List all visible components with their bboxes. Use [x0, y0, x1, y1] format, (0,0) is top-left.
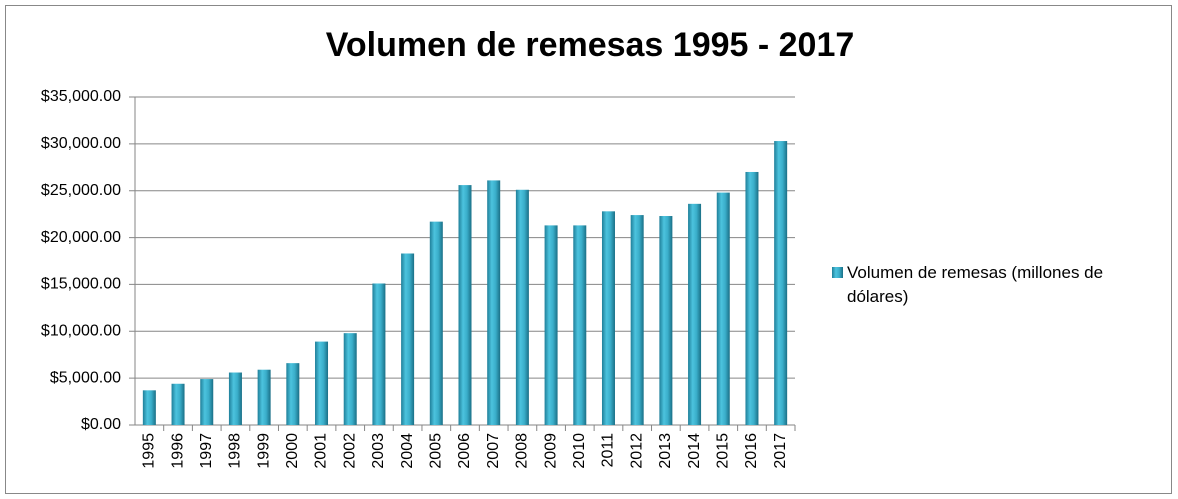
bar — [688, 203, 702, 425]
bar — [630, 215, 644, 425]
bar — [601, 211, 615, 425]
y-tick-label: $35,000.00 — [41, 88, 121, 105]
x-tick-label: 2010 — [571, 433, 588, 469]
chart-title: Volumen de remesas 1995 - 2017 — [326, 26, 855, 64]
x-tick-label: 2007 — [485, 433, 502, 469]
x-tick-label: 2008 — [514, 433, 531, 469]
x-tick-label: 1997 — [198, 433, 215, 469]
x-tick-label: 2006 — [456, 433, 473, 469]
x-tick-label: 2002 — [341, 433, 358, 469]
bar — [142, 390, 156, 425]
x-tick-label: 2011 — [600, 433, 617, 468]
x-tick-label: 2004 — [399, 433, 416, 469]
bar — [544, 225, 558, 425]
x-tick-label: 1995 — [141, 433, 158, 469]
y-tick-label: $10,000.00 — [41, 323, 121, 340]
y-tick-label: $25,000.00 — [41, 182, 121, 199]
x-tick-label: 2003 — [370, 433, 387, 469]
x-tick-label: 1999 — [255, 433, 272, 469]
bar — [716, 192, 730, 425]
x-tick-label: 2005 — [428, 433, 445, 469]
bar — [343, 333, 357, 425]
legend-swatch — [832, 267, 843, 278]
x-tick-label: 2016 — [743, 433, 760, 469]
y-tick-label: $30,000.00 — [41, 135, 121, 152]
x-tick-label: 2014 — [686, 433, 703, 469]
x-tick-label: 2017 — [772, 433, 789, 469]
chart-border — [5, 5, 1172, 494]
bar — [659, 216, 673, 425]
bar — [228, 372, 242, 425]
legend-label: Volumen de remesas (millones de dólares) — [847, 263, 1104, 306]
y-tick-label: $15,000.00 — [41, 276, 121, 293]
bar — [286, 363, 300, 425]
bar — [745, 171, 759, 425]
bar — [401, 253, 415, 425]
x-tick-label: 1996 — [169, 433, 186, 469]
bar — [315, 341, 329, 425]
x-tick-label: 2013 — [657, 433, 674, 469]
bar — [171, 383, 185, 425]
bar — [458, 185, 472, 425]
x-tick-label: 2012 — [628, 433, 645, 469]
x-tick-label: 1998 — [227, 433, 244, 469]
x-tick-label: 2000 — [284, 433, 301, 469]
bar — [429, 221, 443, 425]
x-tick-label: 2009 — [542, 433, 559, 469]
x-tick-label: 2015 — [714, 433, 731, 469]
y-tick-label: $5,000.00 — [50, 369, 121, 386]
y-tick-label: $0.00 — [81, 416, 121, 433]
y-tick-label: $20,000.00 — [41, 229, 121, 246]
bar — [515, 189, 529, 425]
bar — [372, 283, 386, 425]
x-tick-label: 2001 — [313, 433, 330, 469]
bar — [573, 225, 587, 425]
bar — [487, 180, 501, 425]
bar — [200, 379, 214, 425]
bar — [774, 141, 788, 425]
bar — [257, 369, 271, 425]
